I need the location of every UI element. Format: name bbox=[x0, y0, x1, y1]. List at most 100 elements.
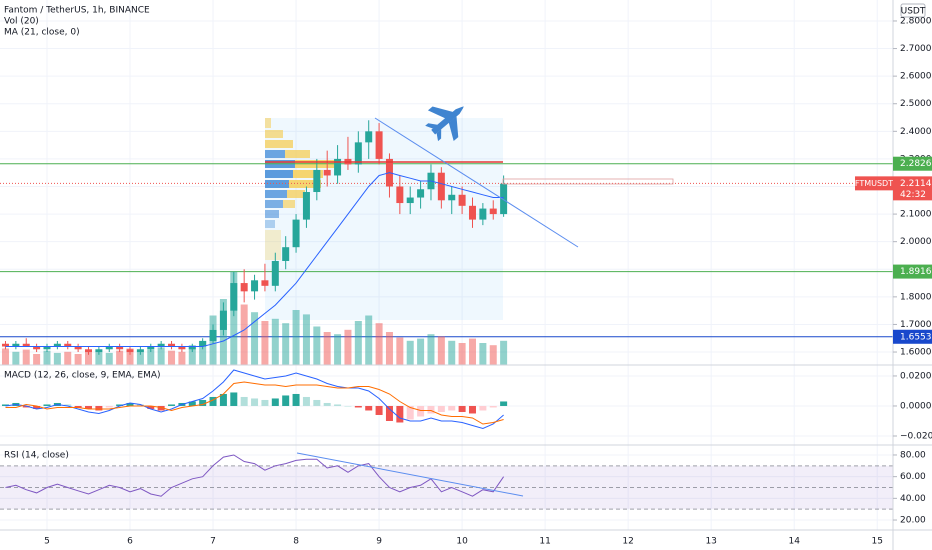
indicator-label: MA (21, close, 0) bbox=[4, 28, 80, 38]
macd-histogram-bar bbox=[271, 398, 279, 406]
macd-histogram-bar bbox=[126, 402, 134, 406]
macd-histogram-bar bbox=[188, 401, 196, 406]
indicator-label: Vol (20) bbox=[4, 17, 39, 27]
y-tick-label: 2.7000 bbox=[900, 44, 932, 54]
symbol-tag-label: FTMUSDT bbox=[855, 179, 893, 188]
volume-bar bbox=[64, 351, 72, 365]
candle-body bbox=[271, 260, 279, 286]
macd-histogram-bar bbox=[168, 404, 176, 406]
macd-histogram-bar bbox=[230, 392, 238, 406]
symbol-tag bbox=[855, 176, 893, 191]
candle-body bbox=[334, 158, 342, 176]
macd-histogram-bar bbox=[261, 399, 269, 406]
volume-bar bbox=[1, 348, 9, 365]
profile-bar bbox=[283, 200, 295, 208]
candle-body bbox=[417, 189, 425, 198]
candle-body bbox=[12, 343, 20, 347]
volume-bar bbox=[33, 354, 41, 365]
volume-bar bbox=[313, 326, 321, 365]
x-tick-label: 5 bbox=[44, 537, 50, 547]
volume-bar bbox=[323, 332, 331, 365]
y-tick-label: 1.7000 bbox=[900, 320, 932, 330]
trend-line bbox=[374, 117, 579, 248]
macd-histogram-bar bbox=[157, 405, 165, 411]
x-tick-label: 14 bbox=[788, 537, 800, 547]
profile-bar bbox=[265, 170, 293, 178]
candle-body bbox=[230, 283, 238, 311]
candle-body bbox=[1, 343, 9, 347]
volume-bar bbox=[85, 349, 93, 365]
candle-body bbox=[74, 346, 82, 350]
macd-histogram-bar bbox=[199, 399, 207, 406]
volume-bar bbox=[261, 321, 269, 365]
macd-histogram-bar bbox=[64, 404, 72, 406]
price-range-box bbox=[502, 178, 674, 185]
volume-bar bbox=[500, 340, 508, 365]
airplane-icon bbox=[425, 106, 464, 142]
macd-histogram-bar bbox=[251, 398, 259, 406]
volume-bar bbox=[302, 314, 310, 365]
candle-body bbox=[126, 349, 134, 353]
candle-body bbox=[406, 197, 414, 204]
currency-box bbox=[900, 3, 926, 18]
profile-bar bbox=[289, 180, 321, 188]
candle-body bbox=[396, 186, 404, 204]
candle-body bbox=[53, 343, 61, 347]
candle-body bbox=[116, 346, 124, 350]
profile-bar bbox=[265, 210, 279, 218]
candle-body bbox=[43, 346, 51, 350]
volume-bar bbox=[116, 350, 124, 365]
candle-body bbox=[282, 247, 290, 261]
volume-bar bbox=[126, 348, 134, 365]
macd-histogram-bar bbox=[500, 401, 508, 406]
level-tag-label: 1.8916 bbox=[900, 267, 932, 277]
candle-body bbox=[85, 349, 93, 353]
macd-histogram-bar bbox=[479, 405, 487, 411]
candle-body bbox=[458, 194, 466, 206]
candle-body bbox=[489, 208, 497, 215]
profile-bar bbox=[265, 130, 283, 138]
volume-bar bbox=[396, 337, 404, 365]
macd-histogram-bar bbox=[458, 405, 466, 412]
macd-histogram-bar bbox=[74, 405, 82, 408]
macd-histogram-bar bbox=[219, 393, 227, 406]
volume-bar bbox=[406, 340, 414, 365]
volume-bar bbox=[427, 334, 435, 365]
candle-body bbox=[468, 205, 476, 220]
volume-bar bbox=[479, 343, 487, 365]
macd-histogram-bar bbox=[22, 405, 30, 408]
x-tick-label: 15 bbox=[871, 537, 882, 547]
candle-body bbox=[105, 346, 113, 350]
candle-body bbox=[354, 142, 362, 165]
profile-bar bbox=[285, 150, 310, 158]
volume-bar bbox=[489, 345, 497, 365]
macd-histogram-bar bbox=[323, 402, 331, 406]
airplane-shape bbox=[425, 106, 464, 142]
macd-histogram-bar bbox=[240, 396, 248, 406]
volume-bar bbox=[157, 347, 165, 365]
macd-histogram-bar bbox=[468, 405, 476, 414]
volume-bar bbox=[53, 352, 61, 365]
candle-body bbox=[147, 346, 155, 350]
volume-bar bbox=[448, 340, 456, 365]
macd-histogram-bar bbox=[437, 405, 445, 412]
x-tick-label: 11 bbox=[539, 537, 550, 547]
candle-body bbox=[500, 183, 508, 215]
macd-histogram-bar bbox=[33, 405, 41, 409]
y-tick-label: 1.8000 bbox=[900, 292, 932, 302]
candle-body bbox=[313, 169, 321, 193]
volume-bar bbox=[334, 334, 342, 365]
candle-body bbox=[219, 310, 227, 330]
macd-histogram-bar bbox=[354, 405, 362, 408]
volume-bar bbox=[12, 351, 20, 365]
y-tick-label: 40.00 bbox=[900, 494, 926, 504]
volume-bar bbox=[136, 351, 144, 365]
macd-histogram-bar bbox=[406, 405, 414, 420]
macd-histogram-bar bbox=[282, 395, 290, 406]
volume-bar bbox=[468, 338, 476, 365]
candle-body bbox=[251, 280, 259, 292]
volume-bar bbox=[385, 332, 393, 365]
candle-body bbox=[33, 346, 41, 350]
